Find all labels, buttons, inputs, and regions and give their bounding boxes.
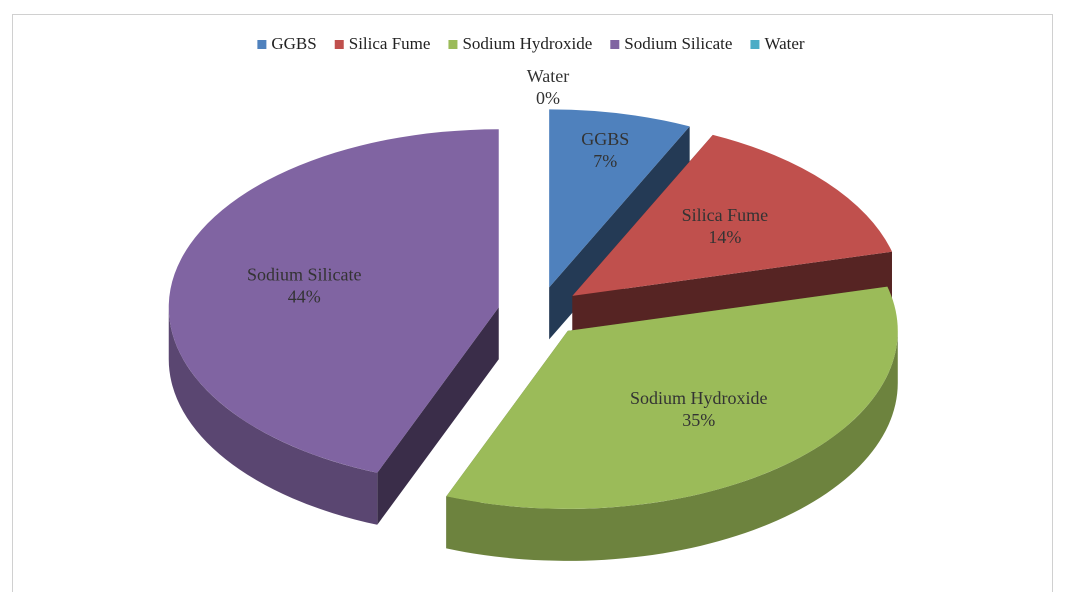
slice-side: [377, 307, 499, 525]
slice-group: [168, 129, 499, 525]
slice: [572, 134, 892, 296]
legend-swatch: [610, 40, 620, 49]
legend-label: Sodium Hydroxide: [462, 34, 592, 53]
slice: [446, 286, 898, 509]
legend-label: Silica Fume: [349, 34, 431, 53]
data-label-name: GGBS: [581, 129, 629, 149]
data-label-name: Water: [527, 66, 570, 86]
legend-swatch: [750, 40, 760, 49]
data-label-name: Silica Fume: [682, 205, 769, 225]
legend-swatch: [257, 40, 267, 49]
data-label: 7%: [593, 151, 617, 171]
slice-wall: [446, 330, 898, 561]
legend-label: Sodium Silicate: [624, 34, 732, 53]
legend-label: GGBS: [271, 34, 316, 53]
data-label: 14%: [708, 227, 741, 247]
legend: GGBS Silica Fume Sodium Hydroxide Sodium Si…: [257, 34, 805, 53]
data-label-name: Sodium Hydroxide: [630, 388, 768, 408]
data-label: 0%: [536, 88, 560, 108]
slice: [549, 109, 690, 288]
slice-group: [446, 286, 898, 561]
data-label-name: Sodium Silicate: [247, 264, 362, 284]
legend-label: Water: [764, 34, 804, 53]
data-label: 44%: [288, 286, 321, 306]
slice-wall: [168, 307, 378, 525]
legend-swatch: [334, 40, 344, 49]
slice: [168, 129, 499, 473]
data-label: 35%: [682, 410, 715, 430]
legend-swatch: [448, 40, 458, 49]
